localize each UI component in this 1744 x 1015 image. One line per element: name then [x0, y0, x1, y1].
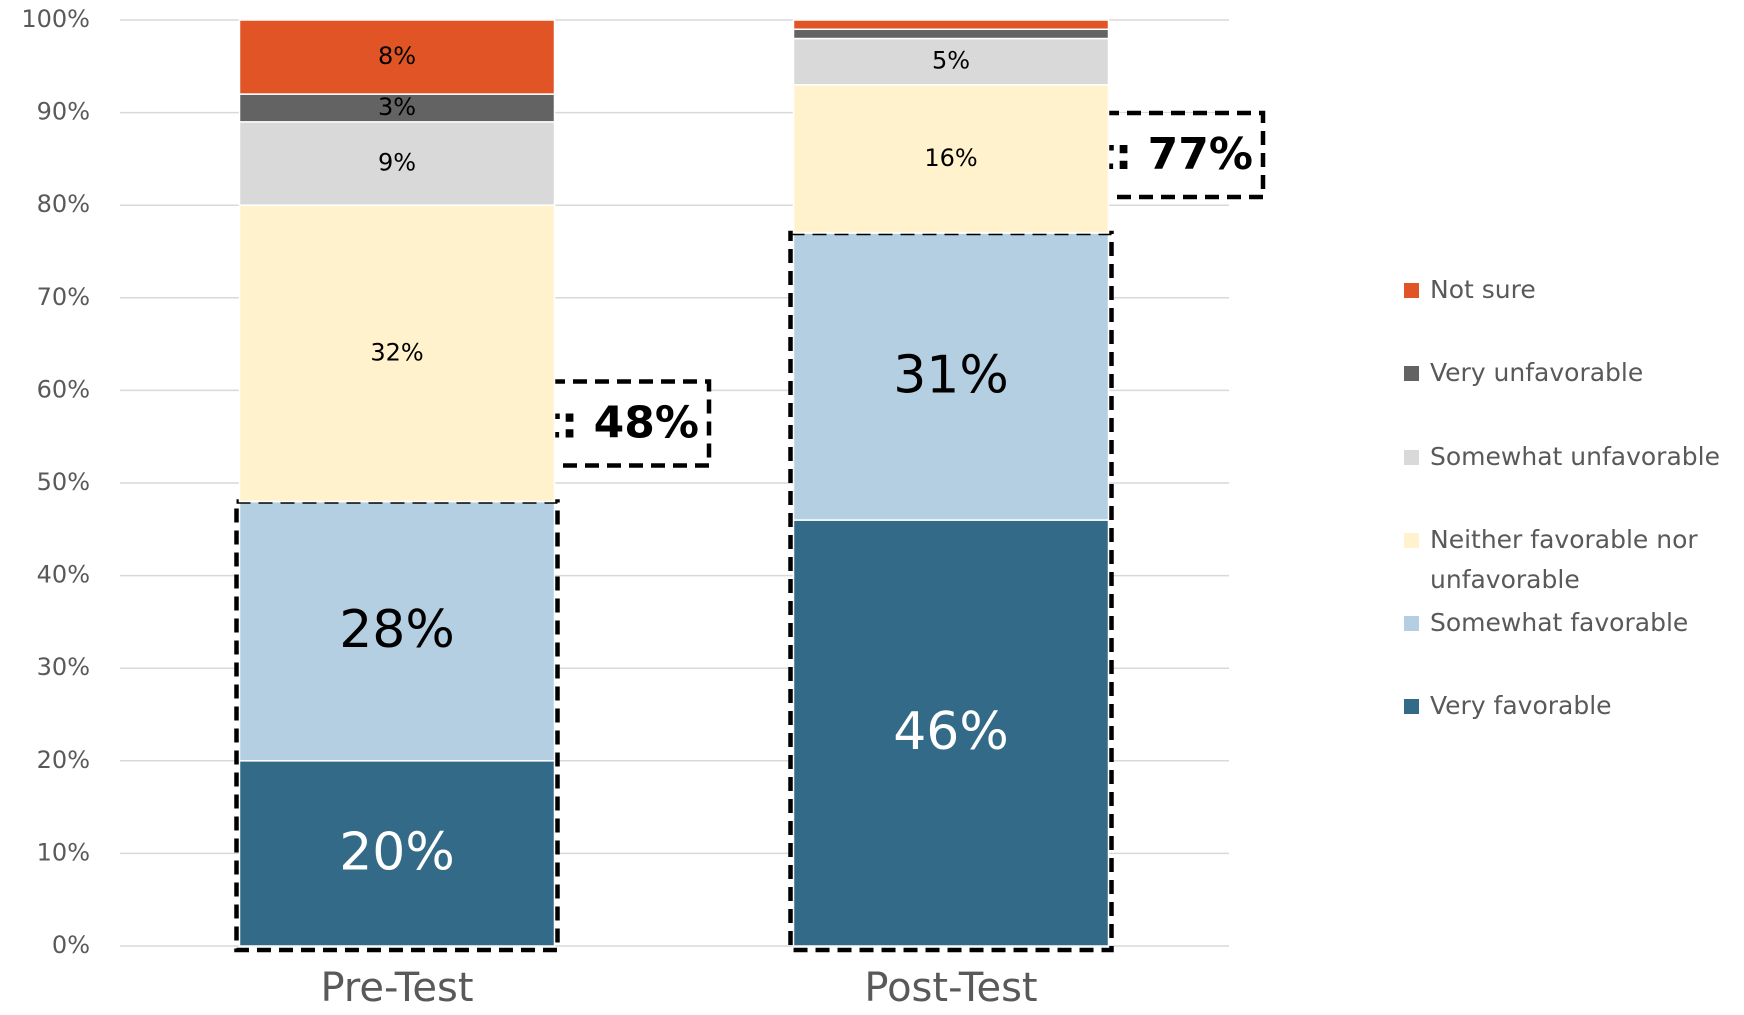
legend-label: Not sure — [1430, 275, 1536, 304]
bar-segment — [792, 84, 1110, 234]
bar-segment — [238, 19, 556, 95]
legend-item: Somewhat favorable — [1404, 603, 1734, 643]
y-tick-label: 90% — [37, 98, 90, 126]
data-label: 28% — [339, 600, 455, 660]
bar-segment — [792, 28, 1110, 40]
legend-label: Very unfavorable — [1430, 358, 1644, 387]
y-tick-label: 80% — [37, 190, 90, 218]
legend-swatch — [1404, 450, 1419, 465]
legend-item: Very favorable — [1404, 686, 1734, 726]
legend-label: Neither favorable nor unfavorable — [1430, 525, 1698, 594]
bar-segment — [792, 37, 1110, 86]
legend-label: Somewhat favorable — [1430, 608, 1689, 637]
data-label: 20% — [339, 822, 455, 882]
y-tick-label: 50% — [37, 468, 90, 496]
data-label: 9% — [378, 149, 416, 177]
y-tick-label: 40% — [37, 561, 90, 589]
y-tick-label: 0% — [52, 931, 90, 959]
bar-segment — [238, 500, 556, 762]
legend-swatch — [1404, 533, 1419, 548]
y-tick-label: 30% — [37, 653, 90, 681]
legend-swatch — [1404, 283, 1419, 298]
data-label: 46% — [893, 702, 1009, 762]
legend-item: Somewhat unfavorable — [1404, 437, 1734, 477]
data-label: 16% — [924, 144, 977, 172]
bar-segment — [238, 121, 556, 206]
y-tick-label: 60% — [37, 375, 90, 403]
y-tick-label: 100% — [21, 5, 90, 33]
data-label: 8% — [378, 42, 416, 70]
y-tick-label: 10% — [37, 838, 90, 866]
bar-segment — [792, 519, 1110, 947]
x-tick-label: Pre-Test — [320, 965, 473, 1011]
legend-swatch — [1404, 616, 1419, 631]
legend-label: Very favorable — [1430, 691, 1612, 720]
legend-item: Neither favorable nor unfavorable — [1404, 520, 1734, 600]
bar-segment — [238, 760, 556, 947]
bar-segment — [792, 232, 1110, 521]
data-label: 31% — [893, 346, 1009, 406]
legend-swatch — [1404, 366, 1419, 381]
data-label: 32% — [370, 338, 423, 366]
legend-label: Somewhat unfavorable — [1430, 442, 1720, 471]
y-tick-label: 20% — [37, 746, 90, 774]
y-tick-label: 70% — [37, 283, 90, 311]
legend-item: Not sure — [1404, 270, 1734, 310]
bar-segment — [238, 93, 556, 123]
data-label: 5% — [932, 47, 970, 75]
bar-segment — [238, 204, 556, 503]
x-tick-label: Post-Test — [864, 965, 1037, 1011]
legend-swatch — [1404, 699, 1419, 714]
data-label: 3% — [378, 93, 416, 121]
bar-segment — [792, 19, 1110, 31]
legend-item: Very unfavorable — [1404, 353, 1734, 393]
